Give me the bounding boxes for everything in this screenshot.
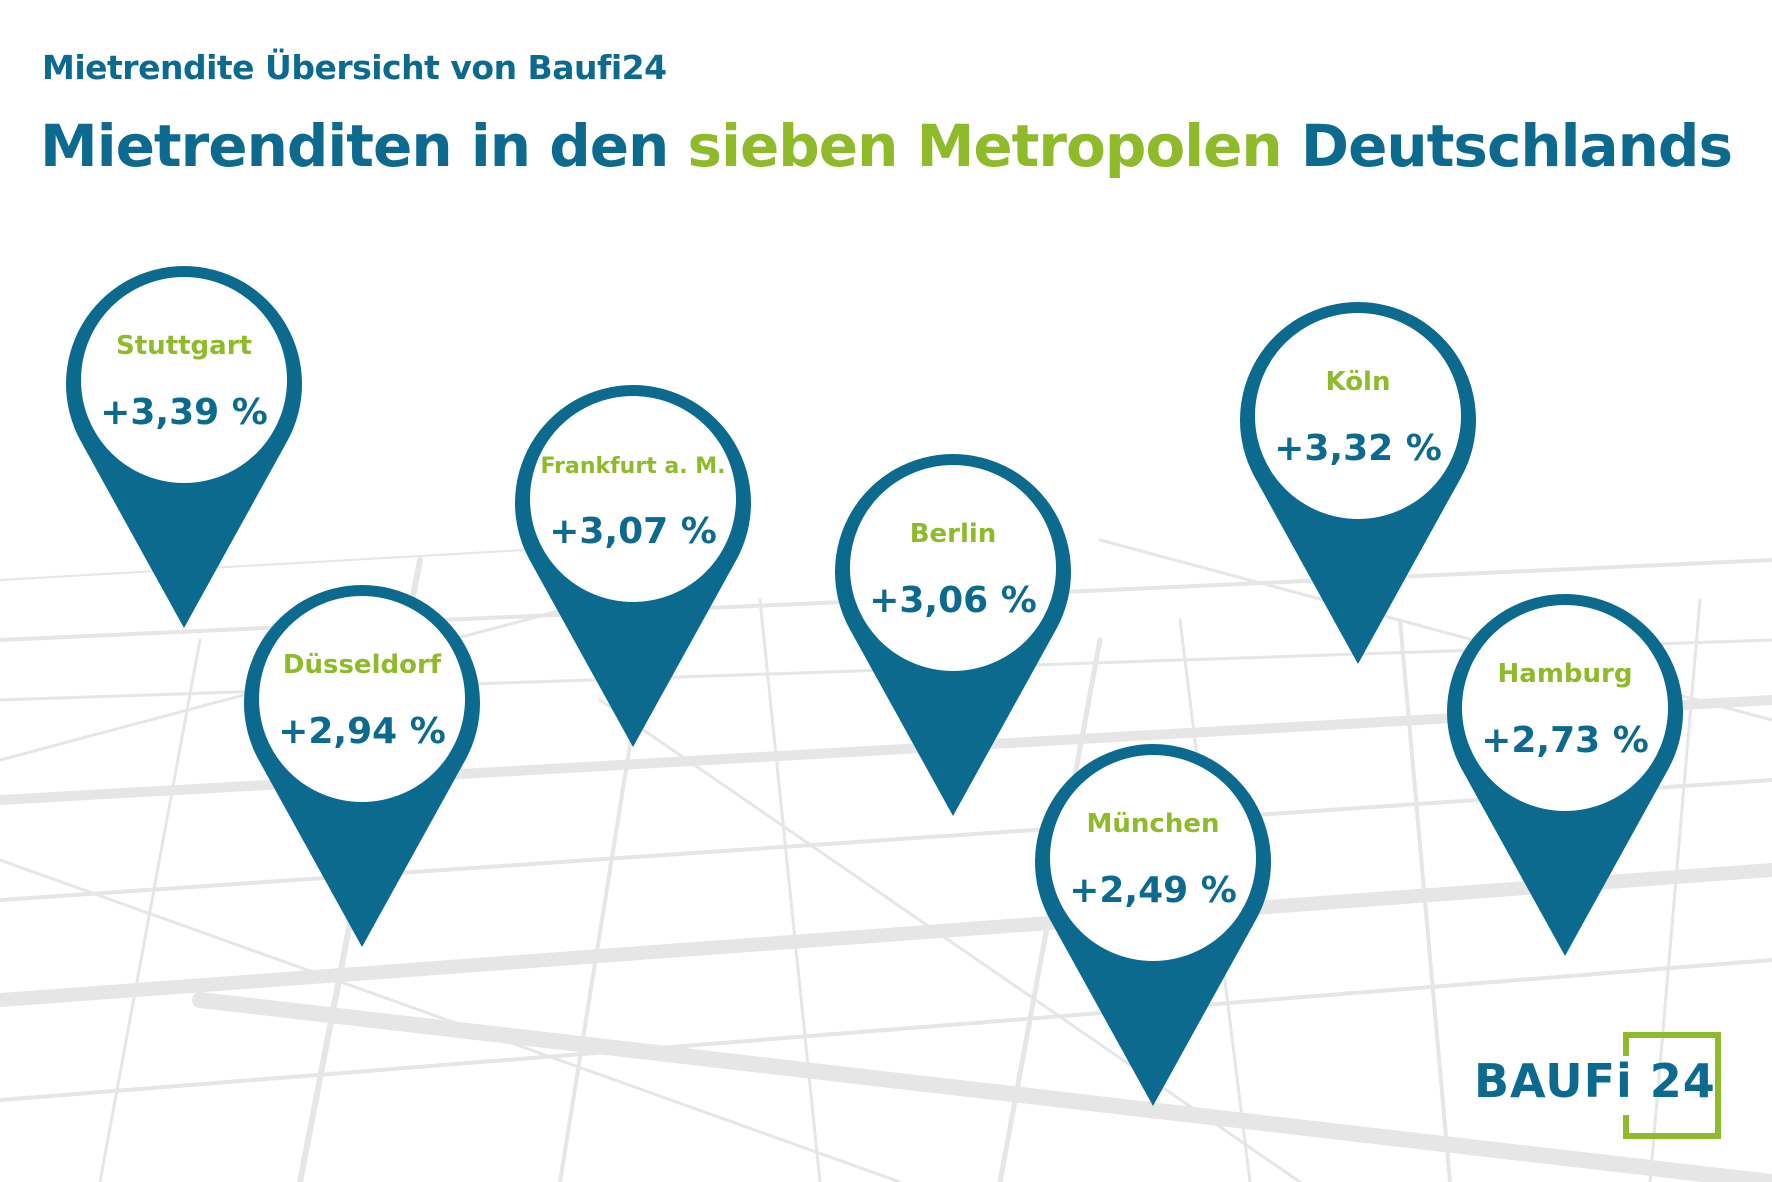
pin-inner-circle [1462,605,1668,811]
logo-text: BAUFi 24 [1474,1054,1716,1108]
pin-inner-circle [1050,755,1256,961]
map-street [758,598,822,1182]
city-name: Stuttgart [116,331,252,361]
rental-yield-value: +2,73 % [1481,720,1649,761]
location-pin-frankfurt-a-m-: Frankfurt a. M. +3,07 % [515,384,751,747]
map-street [1398,618,1452,1182]
rental-yield-value: +3,39 % [100,392,268,433]
map-street [598,698,1302,1182]
location-pin-düsseldorf: Düsseldorf +2,94 % [244,585,480,947]
city-name: München [1087,809,1220,839]
logo-frame [1623,1032,1721,1139]
rental-yield-value: +2,49 % [1069,870,1237,911]
rental-yield-value: +3,32 % [1274,428,1442,469]
rental-yield-value: +2,94 % [278,711,446,752]
city-name: Frankfurt a. M. [541,454,726,479]
map-street [0,778,1772,902]
map-street [0,858,902,1182]
pin-inner-circle [850,465,1056,671]
title-part1: Mietrenditen in den [40,112,688,180]
map-street [0,863,1772,1007]
title-highlight: sieben Metropolen [687,112,1283,180]
city-name: Düsseldorf [283,650,442,680]
rental-yield-value: +3,06 % [869,580,1037,621]
location-pin-hamburg: Hamburg +2,73 % [1447,594,1683,956]
map-street [98,638,202,1182]
location-pin-köln: Köln +3,32 % [1240,302,1477,664]
pin-inner-circle [530,396,736,602]
map-street [0,958,1772,1102]
map-street [192,992,1772,1182]
pin-inner-circle [1255,313,1461,519]
rental-yield-value: +3,07 % [549,511,717,552]
city-name: Berlin [910,519,997,549]
location-pin-münchen: München +2,49 % [1035,744,1271,1106]
title-part2: Deutschlands [1281,112,1733,180]
subtitle: Mietrendite Übersicht von Baufi24 [42,48,667,87]
city-name: Köln [1326,367,1391,397]
pin-inner-circle [81,277,287,483]
location-pin-berlin: Berlin +3,06 % [835,454,1072,816]
pin-inner-circle [259,596,465,802]
city-name: Hamburg [1498,659,1633,689]
location-pin-stuttgart: Stuttgart +3,39 % [66,266,303,628]
page-title: Mietrenditen in den sieben Metropolen De… [40,112,1733,180]
baufi24-logo: BAUFi 24 [1470,1032,1730,1139]
